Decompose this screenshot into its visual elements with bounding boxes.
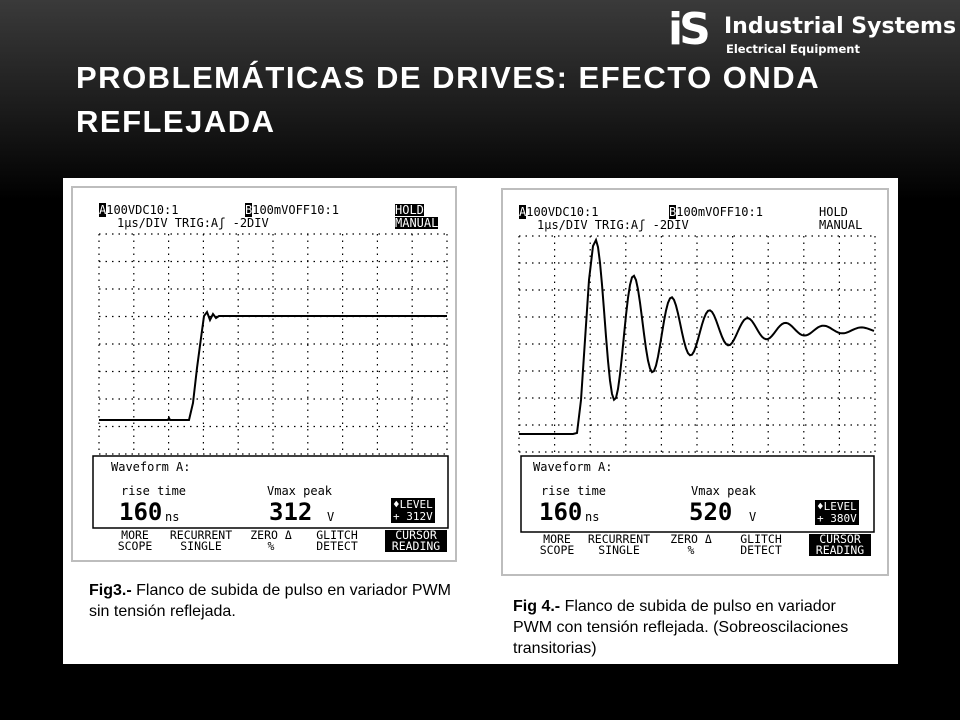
logo-subtitle: Electrical Equipment — [726, 42, 860, 56]
level-indicator-line2: + 312V — [391, 510, 435, 523]
menu-glitch-detect[interactable]: GLITCH DETECT — [316, 528, 358, 553]
ch-b-setting: 100mVOFF10:1 — [252, 203, 339, 217]
oscilloscope-screen-1: A100VDC10:1 B100mVOFF10:1 HOLD MANUAL 1μ… — [71, 186, 457, 562]
caption-fig3-label: Fig3.- — [89, 582, 132, 599]
menu-cursor-reading[interactable]: CURSOR READING — [809, 533, 871, 556]
level-indicator-line1: ♦LEVEL — [391, 498, 435, 511]
vmax-value: 520 — [689, 498, 733, 526]
menu-recurrent-single[interactable]: RECURRENT SINGLE — [587, 532, 651, 557]
logo-title: Industrial Systems — [724, 14, 957, 39]
level-indicator-line2: + 380V — [815, 512, 859, 525]
scope-1-graphic — [92, 233, 449, 529]
menu-glitch-detect[interactable]: GLITCH DETECT — [740, 532, 782, 557]
channel-b-icon: B — [669, 205, 677, 219]
menu-zero-delta[interactable]: ZERO Δ % — [250, 528, 292, 553]
caption-fig3-text: Flanco de subida de pulso en variador PW… — [89, 582, 451, 620]
menu-recurrent-single[interactable]: RECURRENT SINGLE — [169, 528, 233, 553]
hold-status: HOLD — [819, 205, 848, 219]
vmax-unit: V — [327, 510, 335, 524]
menu-more-scope[interactable]: MORE SCOPE — [539, 532, 575, 557]
rise-time-value: 160 — [539, 498, 583, 526]
slide-title: PROBLEMÁTICAS DE DRIVES: EFECTO ONDA REF… — [76, 60, 819, 139]
vmax-unit: V — [749, 510, 757, 524]
company-logo: iS Industrial Systems Electrical Equipme… — [668, 4, 957, 58]
vmax-peak-label: Vmax peak — [267, 484, 333, 498]
content-panel: A100VDC10:1 B100mVOFF10:1 HOLD MANUAL 1μ… — [63, 178, 898, 664]
menu-more-scope[interactable]: MORE SCOPE — [117, 528, 153, 553]
rise-time-value: 160 — [119, 498, 163, 526]
ch-b-setting: 100mVOFF10:1 — [676, 205, 763, 219]
caption-fig4-text: Flanco de subida de pulso en variador PW… — [513, 598, 849, 657]
menu-zero-delta[interactable]: ZERO Δ % — [670, 532, 712, 557]
channel-b-icon: B — [245, 203, 253, 217]
vmax-value: 312 — [269, 498, 313, 526]
menu-cursor-reading[interactable]: CURSOR READING — [385, 529, 447, 552]
timebase: 1μs/DIV TRIG:Aʃ -2DIV — [117, 216, 269, 230]
hold-status: HOLD — [395, 203, 424, 217]
caption-fig4: Fig 4.- Flanco de subida de pulso en var… — [513, 596, 853, 659]
level-indicator-line1: ♦LEVEL — [815, 500, 859, 513]
waveform-label: Waveform A: — [533, 460, 613, 474]
timebase: 1μs/DIV TRIG:Aʃ -2DIV — [537, 218, 689, 232]
channel-a-icon: A — [519, 205, 527, 219]
ch-a-setting: 100VDC10:1 — [106, 203, 179, 217]
logo-mark: iS — [668, 4, 711, 55]
rise-time-unit: ns — [585, 510, 600, 524]
ch-a-setting: 100VDC10:1 — [526, 205, 599, 219]
scope-2-graphic — [518, 235, 876, 533]
rise-time-label: rise time — [121, 484, 187, 498]
channel-a-icon: A — [99, 203, 107, 217]
rise-time-label: rise time — [541, 484, 607, 498]
rise-time-unit: ns — [165, 510, 180, 524]
vmax-peak-label: Vmax peak — [691, 484, 757, 498]
manual-status: MANUAL — [819, 218, 863, 232]
oscilloscope-screen-2: A100VDC10:1 B100mVOFF10:1 HOLD MANUAL 1μ… — [501, 188, 889, 576]
caption-fig3: Fig3.- Flanco de subida de pulso en vari… — [89, 580, 459, 622]
manual-status: MANUAL — [395, 216, 439, 230]
waveform-label: Waveform A: — [111, 460, 191, 474]
caption-fig4-label: Fig 4.- — [513, 598, 561, 615]
